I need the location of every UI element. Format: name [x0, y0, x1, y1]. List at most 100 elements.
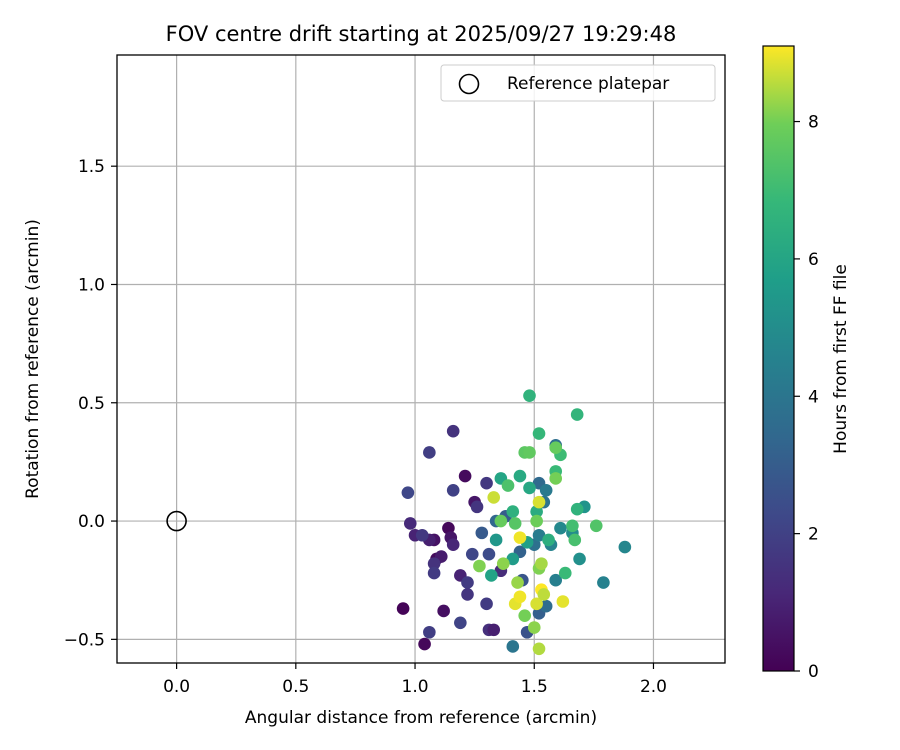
data-point — [437, 604, 450, 618]
data-point — [489, 533, 503, 547]
data-point — [465, 547, 479, 561]
colorbar-ticks: 0 2 4 6 8 — [794, 113, 819, 682]
data-point — [539, 483, 553, 497]
data-point — [461, 588, 474, 601]
data-point — [446, 424, 460, 438]
colorbar-tick-label: 8 — [808, 113, 819, 133]
colorbar-gradient — [762, 45, 795, 672]
data-point — [539, 599, 553, 613]
data-point — [523, 481, 536, 495]
data-point — [446, 538, 460, 552]
x-tick-label: 0.5 — [282, 677, 309, 697]
data-point — [518, 609, 532, 622]
data-point — [396, 602, 410, 615]
data-point — [423, 625, 436, 639]
data-point — [485, 569, 498, 582]
x-tick-label: 1.0 — [402, 677, 429, 697]
data-point — [589, 519, 603, 533]
data-point — [530, 597, 543, 611]
data-point — [487, 491, 501, 504]
y-tick-label: 0.5 — [78, 394, 105, 414]
data-point — [446, 483, 460, 497]
data-point — [427, 557, 441, 570]
data-point — [618, 540, 632, 554]
data-point — [415, 528, 429, 542]
plot-frame — [116, 54, 726, 664]
data-point — [554, 521, 567, 535]
data-point — [506, 505, 520, 518]
data-point — [403, 517, 417, 530]
data-point — [558, 566, 572, 580]
data-point — [496, 557, 510, 570]
colorbar-label: Hours from first FF file — [831, 264, 851, 454]
data-point — [423, 446, 436, 459]
data-points — [396, 389, 632, 656]
data-point — [487, 623, 501, 637]
x-tick-label: 1.5 — [521, 677, 548, 697]
data-point — [513, 531, 527, 544]
chart-title: FOV centre drift starting at 2025/09/27 … — [166, 22, 677, 46]
data-point — [530, 505, 543, 518]
data-point — [470, 500, 484, 514]
data-point — [549, 441, 563, 455]
plot-area — [116, 54, 726, 664]
x-tick-label: 0.0 — [163, 677, 190, 697]
data-point — [480, 476, 493, 490]
data-point — [418, 637, 431, 651]
data-point — [513, 590, 527, 604]
y-tick-label: 0.0 — [78, 512, 105, 532]
data-point — [570, 502, 584, 516]
data-point — [523, 446, 536, 459]
colorbar-tick-label: 6 — [808, 250, 819, 270]
y-tick-label: −0.5 — [64, 630, 105, 650]
legend-reference-label: Reference platepar — [507, 74, 669, 94]
data-point — [513, 469, 527, 483]
colorbar-tick-label: 2 — [808, 525, 819, 545]
x-axis-label: Angular distance from reference (arcmin) — [245, 708, 597, 728]
legend-box — [440, 64, 716, 102]
data-point — [401, 486, 415, 499]
data-point — [458, 469, 472, 483]
data-point — [508, 517, 522, 530]
data-point — [480, 597, 493, 611]
legend-reference-icon — [458, 73, 480, 95]
data-point — [530, 514, 543, 528]
colorbar-tick-label: 0 — [808, 662, 819, 682]
data-point — [549, 472, 563, 485]
data-point — [461, 576, 474, 589]
y-axis-label: Rotation from reference (arcmin) — [23, 219, 43, 499]
data-point — [532, 642, 546, 656]
data-point — [506, 552, 520, 566]
data-point — [535, 557, 548, 570]
data-point — [511, 576, 524, 589]
data-point — [501, 479, 515, 492]
data-point — [570, 408, 584, 421]
plot-background — [117, 55, 725, 663]
data-point — [532, 495, 546, 509]
data-point — [556, 595, 570, 608]
data-point — [475, 526, 489, 540]
data-point — [537, 588, 551, 601]
data-point — [454, 616, 467, 630]
colorbar-tick-label: 4 — [808, 387, 819, 407]
x-tick-label: 2.0 — [640, 677, 667, 697]
x-axis-ticks: 0.0 0.5 1.0 1.5 2.0 — [163, 663, 667, 697]
data-point — [542, 533, 555, 547]
data-point — [527, 621, 541, 634]
y-axis-ticks: −0.5 0.0 0.5 1.0 1.5 — [64, 157, 117, 650]
y-tick-label: 1.0 — [78, 275, 105, 295]
data-point — [473, 559, 486, 573]
data-point — [568, 533, 582, 547]
y-tick-label: 1.5 — [78, 157, 105, 177]
data-point — [573, 552, 586, 566]
data-point — [597, 576, 610, 589]
reference-marker — [166, 510, 187, 532]
data-point — [523, 389, 536, 402]
colorbar: 0 2 4 6 8 Hours from first FF file — [762, 45, 851, 682]
data-point — [482, 547, 496, 561]
data-point — [549, 573, 563, 587]
data-point — [442, 521, 455, 535]
data-point — [532, 427, 546, 440]
data-point — [532, 528, 546, 542]
